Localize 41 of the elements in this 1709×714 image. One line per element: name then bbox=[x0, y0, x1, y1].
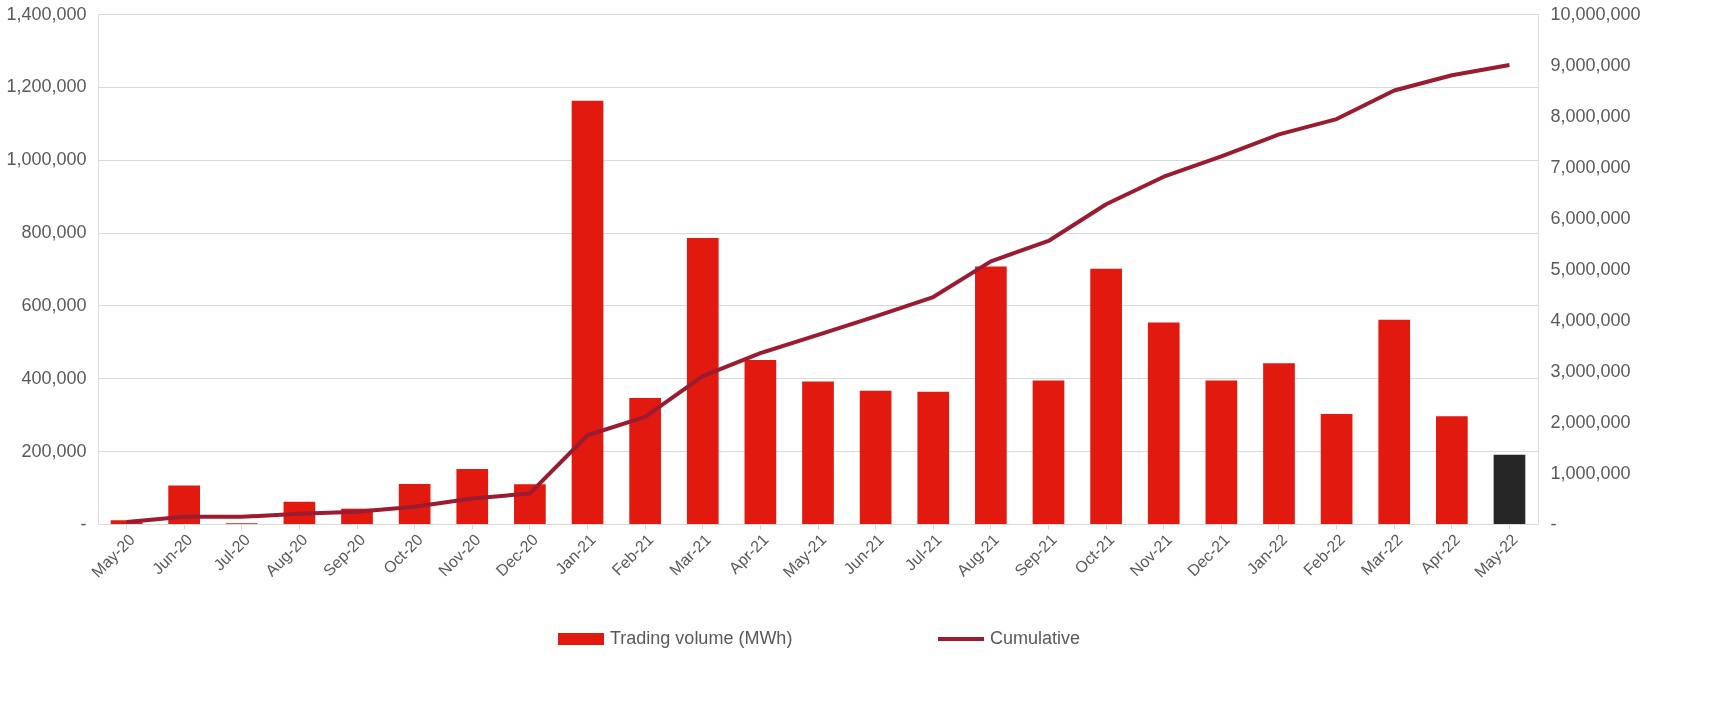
bar bbox=[1263, 363, 1295, 524]
legend-label: Trading volume (MWh) bbox=[610, 628, 793, 648]
bar bbox=[629, 397, 661, 524]
y2-tick-label: 9,000,000 bbox=[1550, 54, 1631, 75]
line-series bbox=[124, 63, 1512, 524]
bar bbox=[802, 381, 834, 524]
bar bbox=[1205, 380, 1238, 524]
y-tick-label: 400,000 bbox=[21, 367, 87, 388]
bar bbox=[1436, 416, 1468, 524]
y-tick-label: 1,400,000 bbox=[6, 3, 87, 24]
y-tick-label: 1,200,000 bbox=[6, 76, 87, 97]
y2-tick-label: 3,000,000 bbox=[1550, 360, 1631, 381]
bar bbox=[1090, 268, 1122, 524]
legend-label: Cumulative bbox=[990, 628, 1081, 648]
y2-tick-label: 1,000,000 bbox=[1550, 462, 1631, 483]
y-tick-label: - bbox=[80, 513, 87, 534]
y2-tick-label: 6,000,000 bbox=[1550, 207, 1631, 228]
y2-tick-label: - bbox=[1550, 513, 1557, 534]
bar bbox=[917, 391, 950, 524]
bar bbox=[744, 360, 777, 524]
bar bbox=[1493, 454, 1526, 524]
bar bbox=[686, 238, 719, 524]
y2-tick-label: 7,000,000 bbox=[1550, 156, 1631, 177]
bar bbox=[1032, 380, 1065, 524]
bar bbox=[975, 266, 1007, 524]
y2-tick-label: 4,000,000 bbox=[1550, 309, 1631, 330]
y2-tick-label: 10,000,000 bbox=[1550, 3, 1641, 24]
bar bbox=[1147, 322, 1180, 524]
y-tick-label: 600,000 bbox=[21, 294, 87, 315]
y-tick-label: 200,000 bbox=[21, 440, 87, 461]
bar bbox=[571, 100, 604, 524]
y2-tick-label: 2,000,000 bbox=[1550, 411, 1631, 432]
bar bbox=[859, 390, 892, 524]
bar bbox=[456, 468, 489, 524]
y-tick-label: 800,000 bbox=[21, 222, 87, 243]
y2-tick-label: 5,000,000 bbox=[1550, 258, 1631, 279]
bar bbox=[1320, 413, 1353, 524]
bar bbox=[1378, 319, 1411, 524]
bar bbox=[514, 484, 546, 524]
y2-tick-label: 8,000,000 bbox=[1550, 105, 1631, 126]
y-tick-label: 1,000,000 bbox=[6, 149, 87, 170]
